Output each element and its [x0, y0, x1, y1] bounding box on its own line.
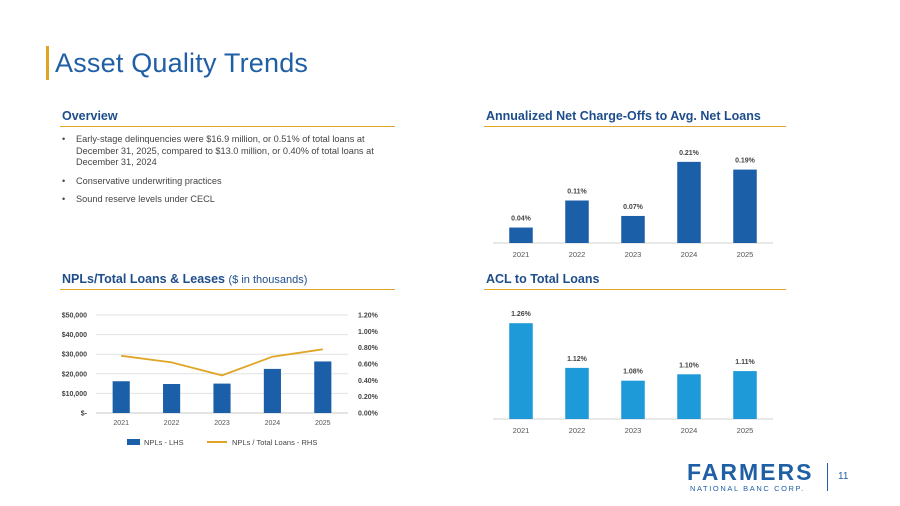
- acl-chart: 1.26% 2021 1.12% 2022 1.08% 2023 1.10% 2024 1.11…: [493, 311, 773, 435]
- npl-right-tick-label: 1.00%: [358, 329, 379, 336]
- npl-left-tick-label: $30,000: [62, 352, 87, 359]
- npl-right-tick-label: 0.00%: [358, 411, 379, 418]
- acl-x-tick-label: 2022: [569, 426, 586, 435]
- acl-data-label: 1.26%: [511, 311, 532, 318]
- bullet-item: Conservative underwriting practices: [62, 176, 402, 188]
- farmers-logo: FARMERS NATIONAL BANC CORP.: [687, 459, 817, 499]
- npl-x-tick-label: 2025: [315, 420, 331, 427]
- nco-data-label: 0.04%: [511, 216, 532, 223]
- nco-x-tick-label: 2023: [625, 250, 642, 259]
- overview-rule: [60, 126, 395, 127]
- nco-bar: [677, 161, 701, 243]
- bullet-item: Early-stage delinquencies were $16.9 mil…: [62, 134, 402, 169]
- logo-wordmark: FARMERS: [687, 459, 814, 485]
- npl-legend-line-label: NPLs / Total Loans - RHS: [232, 438, 317, 447]
- acl-bar: [509, 323, 533, 419]
- acl-bar: [733, 371, 757, 419]
- acl-x-tick-label: 2021: [513, 426, 530, 435]
- npl-left-tick-label: $40,000: [62, 332, 87, 339]
- page-title: Asset Quality Trends: [55, 48, 309, 78]
- npl-chart-title-text: NPLs/Total Loans & Leases: [62, 272, 226, 286]
- npl-right-tick-label: 1.20%: [358, 313, 379, 320]
- nco-x-tick-label: 2022: [569, 250, 586, 259]
- acl-data-label: 1.12%: [567, 356, 588, 363]
- acl-data-label: 1.11%: [735, 359, 755, 366]
- npl-right-tick-label: 0.40%: [358, 378, 379, 385]
- npl-legend-bar-label: NPLs - LHS: [144, 438, 184, 447]
- bullet-item: Sound reserve levels under CECL: [62, 194, 402, 206]
- npl-bar: [163, 383, 181, 413]
- npl-x-tick-label: 2021: [113, 420, 129, 427]
- npl-bar: [213, 383, 231, 413]
- acl-data-label: 1.10%: [679, 362, 700, 369]
- nco-data-label: 0.21%: [679, 150, 700, 157]
- npl-left-tick-label: $50,000: [62, 313, 87, 320]
- npl-chart-title: NPLs/Total Loans & Leases ($ in thousand…: [62, 272, 307, 286]
- acl-bar: [621, 380, 645, 419]
- nco-bar: [509, 227, 533, 243]
- nco-x-tick-label: 2025: [737, 250, 754, 259]
- npl-left-tick-label: $10,000: [62, 391, 87, 398]
- acl-bar: [565, 367, 589, 419]
- npl-chart: $- $10,000 $20,000 $30,000 $40,000 $50,000 0.0…: [62, 313, 379, 448]
- page-number: 11: [838, 471, 849, 482]
- npl-x-tick-label: 2023: [214, 420, 230, 427]
- nco-data-label: 0.19%: [735, 158, 756, 165]
- npl-bar: [314, 361, 332, 413]
- npl-left-tick-label: $20,000: [62, 371, 87, 378]
- nco-chart-title: Annualized Net Charge-Offs to Avg. Net L…: [486, 109, 761, 123]
- npl-bar: [112, 381, 130, 413]
- acl-x-tick-label: 2023: [625, 426, 642, 435]
- npl-x-tick-label: 2024: [265, 420, 281, 427]
- nco-bar: [733, 169, 757, 243]
- nco-chart: 0.04% 2021 0.11% 2022 0.07% 2023 0.21% 2024 0.19…: [493, 150, 773, 259]
- acl-rule: [484, 289, 786, 290]
- logo-divider: [827, 463, 828, 491]
- npl-chart-subtitle: ($ in thousands): [228, 274, 308, 286]
- acl-chart-title: ACL to Total Loans: [486, 272, 600, 286]
- npl-legend-bar-swatch: [127, 439, 140, 445]
- npl-right-tick-label: 0.20%: [358, 394, 379, 401]
- npl-x-tick-label: 2022: [164, 420, 180, 427]
- npl-rule: [60, 289, 395, 290]
- acl-x-tick-label: 2025: [737, 426, 754, 435]
- acl-data-label: 1.08%: [623, 369, 644, 376]
- logo-subtitle: NATIONAL BANC CORP.: [690, 484, 805, 493]
- nco-x-tick-label: 2024: [681, 250, 698, 259]
- nco-x-tick-label: 2021: [513, 250, 530, 259]
- npl-bar: [263, 368, 281, 413]
- title-accent-bar: [46, 46, 49, 80]
- nco-data-label: 0.07%: [623, 204, 644, 211]
- overview-bullets: Early-stage delinquencies were $16.9 mil…: [62, 134, 402, 213]
- npl-right-tick-label: 0.80%: [358, 345, 379, 352]
- acl-bar: [677, 374, 701, 419]
- nco-rule: [484, 126, 786, 127]
- nco-data-label: 0.11%: [567, 189, 587, 196]
- nco-bar: [621, 215, 645, 243]
- nco-bar: [565, 200, 589, 243]
- overview-heading: Overview: [62, 109, 118, 123]
- npl-right-tick-label: 0.60%: [358, 362, 379, 369]
- acl-x-tick-label: 2024: [681, 426, 698, 435]
- npl-ratio-line: [121, 348, 323, 377]
- npl-left-tick-label: $-: [81, 411, 88, 418]
